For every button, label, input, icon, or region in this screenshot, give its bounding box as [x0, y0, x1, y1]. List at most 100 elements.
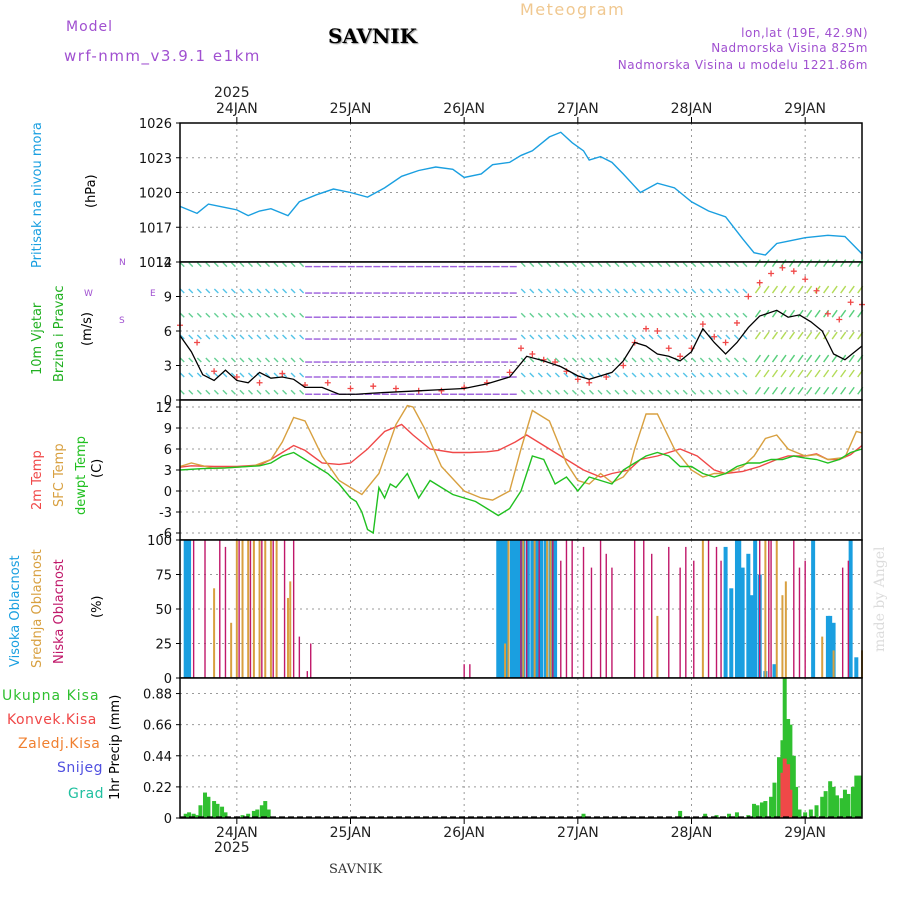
- cloud-bar: [848, 540, 853, 678]
- wind-barb: [699, 372, 705, 378]
- wind-barb: [614, 262, 620, 268]
- wind-barb: [230, 312, 236, 318]
- wind-barb: [597, 334, 603, 340]
- wind-barb: [580, 312, 586, 318]
- wind-barb: [546, 389, 552, 395]
- legend-convective-rain: Konvek.Kisa: [7, 712, 97, 728]
- wind-barb: [588, 288, 594, 294]
- wind-barb: [682, 262, 688, 268]
- cloud-bar: [306, 671, 309, 678]
- wind-barb: [648, 262, 654, 268]
- wind-barb: [771, 285, 779, 294]
- wind-barb: [205, 389, 211, 395]
- precip-bar: [266, 809, 271, 818]
- wind-barb: [179, 288, 185, 294]
- wind-barb: [290, 334, 296, 340]
- wind-barb: [780, 354, 787, 363]
- cloud-bar: [854, 657, 859, 678]
- model-name: wrf-nmm_v3.9.1 e1km: [64, 47, 261, 65]
- wind-barb: [631, 288, 637, 294]
- wind-barb: [742, 334, 748, 340]
- precip-bar: [759, 802, 764, 818]
- wind-ytick-label: 12: [155, 256, 172, 271]
- cloud-bar: [679, 567, 681, 678]
- wind-barb: [682, 312, 688, 318]
- wind-barb: [614, 288, 620, 294]
- wind-barb: [682, 372, 688, 378]
- xtick-label-top: 25JAN: [330, 101, 372, 117]
- cloud-bar: [784, 581, 787, 678]
- precipitation-ytick-label: 0.66: [143, 719, 172, 734]
- wind-gust-marker: [847, 299, 854, 306]
- wind-barb: [831, 369, 838, 378]
- cloud-bar: [241, 540, 244, 678]
- precip-bar: [850, 786, 855, 818]
- wind-barb: [733, 262, 739, 268]
- wind-barb: [299, 389, 305, 395]
- precip-bar: [678, 810, 683, 818]
- wind-barb: [797, 386, 804, 395]
- wind-barb: [597, 357, 603, 363]
- wind-barb: [674, 389, 680, 395]
- wind-barb: [571, 357, 577, 363]
- wind-barb: [290, 389, 296, 395]
- wind-barb: [205, 262, 211, 268]
- wind-barb: [823, 331, 830, 340]
- wind-barb: [265, 288, 271, 294]
- precip-bar: [842, 789, 847, 818]
- wind-barb: [848, 309, 855, 318]
- cloud-bar: [283, 540, 286, 678]
- wind-barb: [797, 285, 804, 294]
- cloud-bar: [770, 540, 772, 678]
- wind-barb: [848, 331, 855, 340]
- wind-barb: [623, 372, 629, 378]
- cloud-bar: [701, 540, 704, 678]
- mid-cloud-side-label: Srednja Oblacnost: [30, 549, 45, 668]
- wind-barb: [299, 334, 305, 340]
- precip-bar: [206, 796, 211, 818]
- wind-barb: [848, 354, 855, 363]
- wind-barb: [606, 357, 612, 363]
- wind-barb: [239, 357, 245, 363]
- compass-n: N: [119, 258, 126, 268]
- wind-barb: [691, 334, 697, 340]
- wind-barb: [529, 389, 535, 395]
- wind-barb: [699, 389, 705, 395]
- wind-gust-marker: [211, 368, 218, 375]
- cloud-bar: [582, 546, 585, 678]
- wind-barb: [682, 389, 688, 395]
- cloud-bar: [798, 567, 801, 678]
- wind-barb: [840, 259, 847, 268]
- wind-barb: [597, 288, 603, 294]
- precip-unit-label: 1hr Precip (mm): [108, 694, 123, 800]
- precip-bar: [212, 801, 217, 818]
- wind-barb: [239, 389, 245, 395]
- precip-bar: [782, 678, 787, 818]
- wind-barb: [631, 334, 637, 340]
- wind-barb: [282, 262, 288, 268]
- wind-gust-marker: [722, 339, 729, 346]
- wind-barb: [606, 288, 612, 294]
- pressure-side-label: Pritisak na nivou mora: [30, 122, 45, 268]
- precipitation-ytick-label: 0.88: [143, 688, 172, 703]
- wind-barb: [797, 369, 804, 378]
- wind-barb: [831, 285, 838, 294]
- wind-barb: [725, 262, 731, 268]
- wind-barb: [563, 372, 569, 378]
- wind-barb: [222, 288, 228, 294]
- wind-barb: [840, 309, 847, 318]
- wind-barb: [780, 331, 787, 340]
- precipitation-ytick-label: 0: [164, 812, 172, 827]
- wind-barb: [806, 369, 813, 378]
- wind-gust-marker: [802, 276, 809, 283]
- wind-barb: [554, 334, 560, 340]
- precip-bar: [246, 813, 251, 818]
- pressure-ytick-label: 1017: [139, 221, 172, 236]
- wind-barb: [205, 357, 211, 363]
- cloud-bar: [235, 540, 238, 678]
- compass-e: E: [150, 289, 156, 299]
- wind-barb: [648, 389, 654, 395]
- wind-barb: [806, 259, 813, 268]
- wind-barb: [733, 389, 739, 395]
- wind-barb: [640, 312, 646, 318]
